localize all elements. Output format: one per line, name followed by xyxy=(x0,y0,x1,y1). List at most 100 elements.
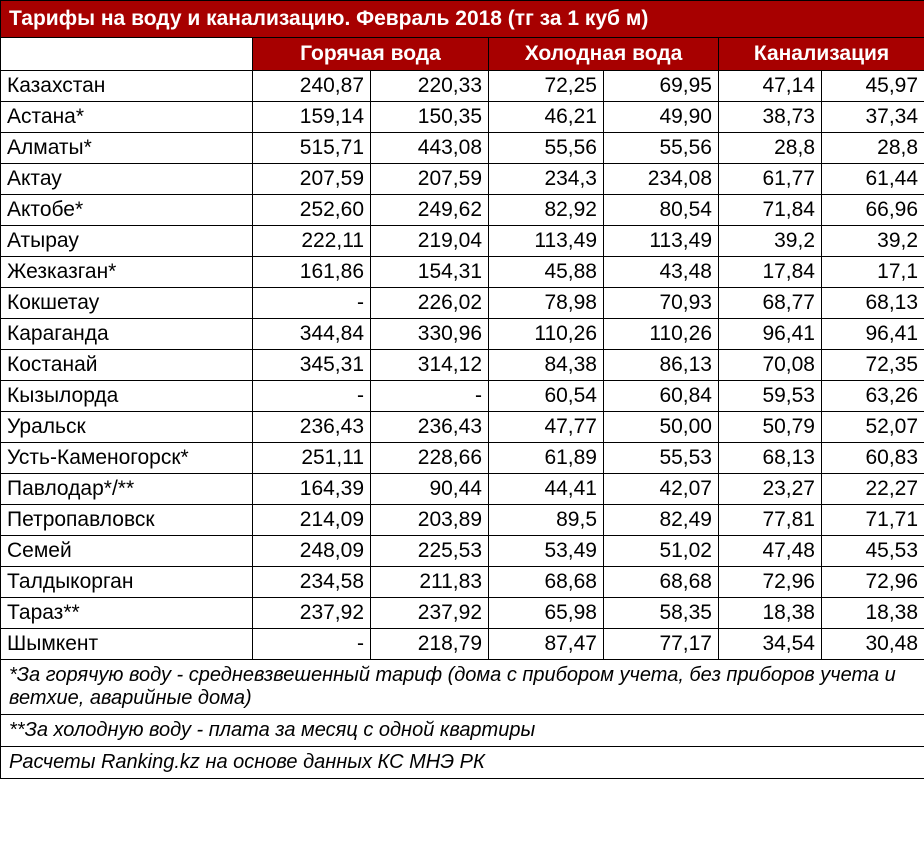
cold-col-1: 87,47 xyxy=(489,629,604,660)
cold-col-2: 43,48 xyxy=(604,257,719,288)
sewer-col-1: 39,2 xyxy=(719,226,822,257)
sewer-col-2: 52,07 xyxy=(822,412,924,443)
footnote-1: *За горячую воду - средневзвешенный тари… xyxy=(1,660,924,715)
sewer-col-2: 60,83 xyxy=(822,443,924,474)
sewer-col-1: 61,77 xyxy=(719,164,822,195)
table-row: Алматы*515,71443,0855,5655,5628,828,8 xyxy=(1,133,924,164)
hot-col-1: 344,84 xyxy=(253,319,371,350)
header-sewer: Канализация xyxy=(719,38,924,71)
sewer-col-2: 96,41 xyxy=(822,319,924,350)
cold-col-2: 42,07 xyxy=(604,474,719,505)
hot-col-1: 248,09 xyxy=(253,536,371,567)
tariff-table-container: Тарифы на воду и канализацию. Февраль 20… xyxy=(0,0,924,779)
city-cell: Костанай xyxy=(1,350,253,381)
table-row: Семей248,09225,5353,4951,0247,4845,53 xyxy=(1,536,924,567)
sewer-col-1: 68,13 xyxy=(719,443,822,474)
cold-col-1: 234,3 xyxy=(489,164,604,195)
table-row: Уральск236,43236,4347,7750,0050,7952,07 xyxy=(1,412,924,443)
header-hot: Горячая вода xyxy=(253,38,489,71)
sewer-col-1: 47,48 xyxy=(719,536,822,567)
cold-col-1: 89,5 xyxy=(489,505,604,536)
cold-col-2: 55,53 xyxy=(604,443,719,474)
hot-col-2: 236,43 xyxy=(371,412,489,443)
table-row: Павлодар*/**164,3990,4444,4142,0723,2722… xyxy=(1,474,924,505)
sewer-col-2: 45,53 xyxy=(822,536,924,567)
table-row: Атырау222,11219,04113,49113,4939,239,2 xyxy=(1,226,924,257)
hot-col-2: 228,66 xyxy=(371,443,489,474)
cold-col-2: 51,02 xyxy=(604,536,719,567)
cold-col-1: 68,68 xyxy=(489,567,604,598)
header-row: Горячая вода Холодная вода Канализация xyxy=(1,38,924,71)
hot-col-2: 90,44 xyxy=(371,474,489,505)
cold-col-2: 58,35 xyxy=(604,598,719,629)
sewer-col-1: 72,96 xyxy=(719,567,822,598)
table-row: Кокшетау-226,0278,9870,9368,7768,13 xyxy=(1,288,924,319)
table-row: Талдыкорган234,58211,8368,6868,6872,9672… xyxy=(1,567,924,598)
table-row: Усть-Каменогорск*251,11228,6661,8955,536… xyxy=(1,443,924,474)
sewer-col-1: 71,84 xyxy=(719,195,822,226)
cold-col-2: 86,13 xyxy=(604,350,719,381)
cold-col-1: 84,38 xyxy=(489,350,604,381)
table-row: Казахстан240,87220,3372,2569,9547,1445,9… xyxy=(1,71,924,102)
table-row: Актау207,59207,59234,3234,0861,7761,44 xyxy=(1,164,924,195)
hot-col-2: 150,35 xyxy=(371,102,489,133)
sewer-col-2: 68,13 xyxy=(822,288,924,319)
cold-col-2: 68,68 xyxy=(604,567,719,598)
sewer-col-1: 18,38 xyxy=(719,598,822,629)
cold-col-1: 45,88 xyxy=(489,257,604,288)
hot-col-2: 207,59 xyxy=(371,164,489,195)
hot-col-1: 214,09 xyxy=(253,505,371,536)
table-row: Шымкент-218,7987,4777,1734,5430,48 xyxy=(1,629,924,660)
city-cell: Усть-Каменогорск* xyxy=(1,443,253,474)
city-cell: Семей xyxy=(1,536,253,567)
city-cell: Казахстан xyxy=(1,71,253,102)
sewer-col-2: 45,97 xyxy=(822,71,924,102)
sewer-col-1: 50,79 xyxy=(719,412,822,443)
sewer-col-1: 77,81 xyxy=(719,505,822,536)
cold-col-1: 60,54 xyxy=(489,381,604,412)
table-row: Караганда344,84330,96110,26110,2696,4196… xyxy=(1,319,924,350)
hot-col-2: 154,31 xyxy=(371,257,489,288)
cold-col-2: 113,49 xyxy=(604,226,719,257)
sewer-col-1: 59,53 xyxy=(719,381,822,412)
footnote-3: Расчеты Ranking.kz на основе данных КС М… xyxy=(1,747,924,779)
sewer-col-1: 28,8 xyxy=(719,133,822,164)
sewer-col-1: 17,84 xyxy=(719,257,822,288)
hot-col-1: 515,71 xyxy=(253,133,371,164)
hot-col-1: 237,92 xyxy=(253,598,371,629)
sewer-col-1: 96,41 xyxy=(719,319,822,350)
cold-col-1: 61,89 xyxy=(489,443,604,474)
hot-col-1: 251,11 xyxy=(253,443,371,474)
sewer-col-2: 17,1 xyxy=(822,257,924,288)
hot-col-2: 237,92 xyxy=(371,598,489,629)
hot-col-1: 236,43 xyxy=(253,412,371,443)
sewer-col-2: 66,96 xyxy=(822,195,924,226)
city-cell: Тараз** xyxy=(1,598,253,629)
city-cell: Актау xyxy=(1,164,253,195)
cold-col-1: 72,25 xyxy=(489,71,604,102)
city-cell: Жезказган* xyxy=(1,257,253,288)
table-body: Казахстан240,87220,3372,2569,9547,1445,9… xyxy=(1,71,924,660)
city-cell: Уральск xyxy=(1,412,253,443)
city-cell: Караганда xyxy=(1,319,253,350)
table-row: Жезказган*161,86154,3145,8843,4817,8417,… xyxy=(1,257,924,288)
cold-col-1: 47,77 xyxy=(489,412,604,443)
sewer-col-2: 72,35 xyxy=(822,350,924,381)
header-cold: Холодная вода xyxy=(489,38,719,71)
hot-col-1: 252,60 xyxy=(253,195,371,226)
title-row: Тарифы на воду и канализацию. Февраль 20… xyxy=(1,1,924,38)
cold-col-1: 46,21 xyxy=(489,102,604,133)
hot-col-1: 207,59 xyxy=(253,164,371,195)
sewer-col-2: 61,44 xyxy=(822,164,924,195)
city-cell: Кызылорда xyxy=(1,381,253,412)
city-cell: Павлодар*/** xyxy=(1,474,253,505)
cold-col-2: 69,95 xyxy=(604,71,719,102)
city-cell: Астана* xyxy=(1,102,253,133)
hot-col-2: 443,08 xyxy=(371,133,489,164)
hot-col-1: - xyxy=(253,288,371,319)
footnote-row: *За горячую воду - средневзвешенный тари… xyxy=(1,660,924,715)
table-title: Тарифы на воду и канализацию. Февраль 20… xyxy=(1,1,924,38)
sewer-col-2: 37,34 xyxy=(822,102,924,133)
table-row: Кызылорда--60,5460,8459,5363,26 xyxy=(1,381,924,412)
city-cell: Талдыкорган xyxy=(1,567,253,598)
